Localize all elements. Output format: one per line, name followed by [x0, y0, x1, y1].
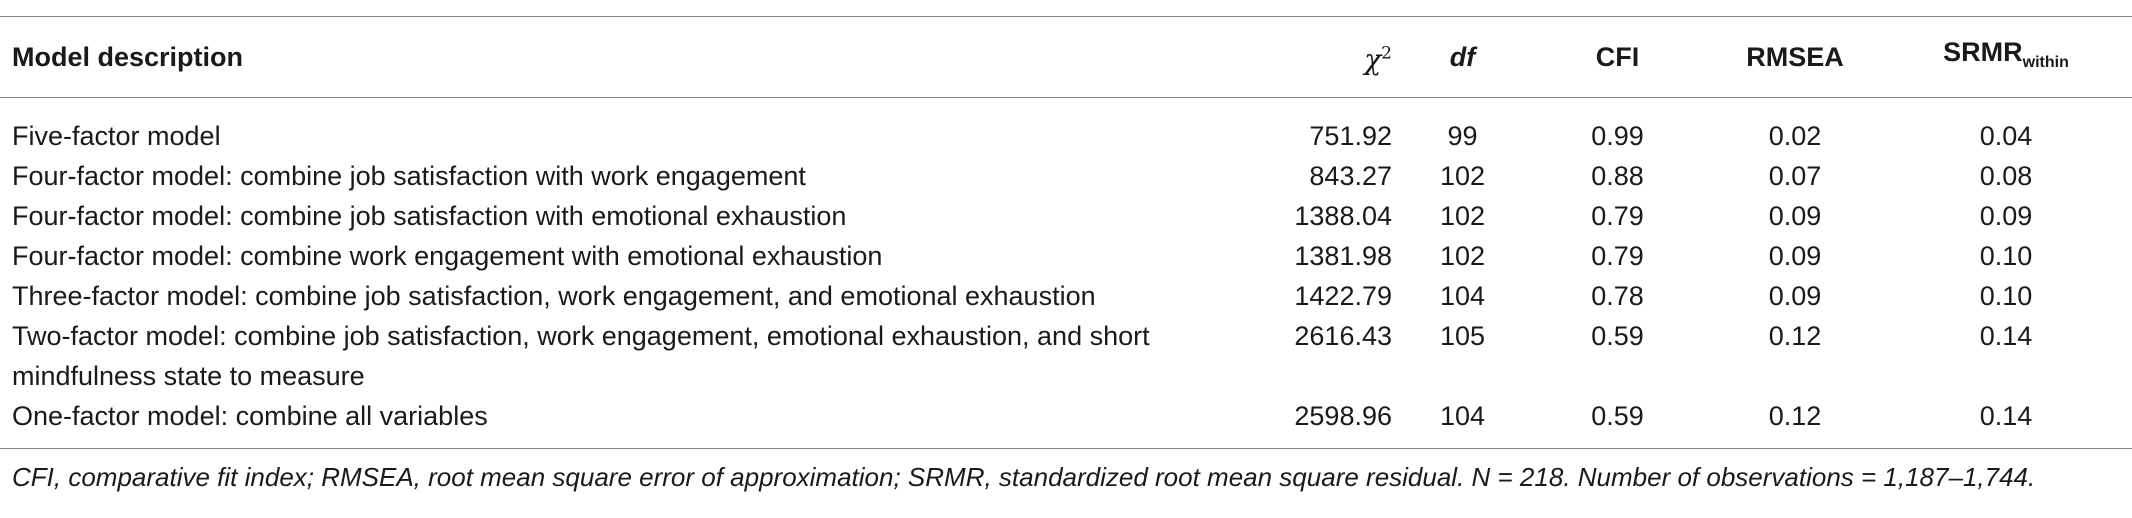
cell-df: 104: [1439, 401, 1486, 431]
cell-model-description: Two-factor model: combine job satisfacti…: [12, 321, 1150, 391]
fit-table: Model description χ2 df CFI RMSEA SRMRwi…: [0, 17, 2132, 448]
table-row: Five-factor model 751.92 99 0.99 0.02 0.04: [0, 98, 2132, 157]
cell-df: 105: [1439, 321, 1486, 351]
table-row: Two-factor model: combine job satisfacti…: [0, 316, 2132, 396]
table-row: Three-factor model: combine job satisfac…: [0, 276, 2132, 316]
cell-chi-square: 2616.43: [1294, 321, 1392, 351]
cell-df: 99: [1447, 121, 1478, 151]
cell-model-description: Four-factor model: combine work engageme…: [12, 241, 883, 271]
cell-srmr: 0.10: [1979, 281, 2033, 311]
cell-df: 102: [1439, 201, 1486, 231]
cell-srmr: 0.08: [1979, 161, 2033, 191]
header-df: df: [1400, 17, 1525, 98]
cell-chi-square: 1381.98: [1294, 241, 1392, 271]
cell-chi-square: 751.92: [1309, 121, 1392, 151]
cell-rmsea: 0.12: [1768, 321, 1822, 351]
header-model-description: Model description: [12, 42, 244, 72]
cell-model-description: Four-factor model: combine job satisfact…: [12, 161, 806, 191]
cell-srmr: 0.09: [1979, 201, 2033, 231]
cell-rmsea: 0.09: [1768, 241, 1822, 271]
cell-cfi: 0.59: [1591, 401, 1644, 431]
cell-cfi: 0.88: [1591, 161, 1644, 191]
cell-df: 102: [1439, 161, 1486, 191]
cell-srmr: 0.14: [1979, 321, 2033, 351]
cell-rmsea: 0.09: [1768, 281, 1822, 311]
cell-chi-square: 1388.04: [1294, 201, 1392, 231]
table-row: Four-factor model: combine job satisfact…: [0, 196, 2132, 236]
cell-rmsea: 0.12: [1768, 401, 1822, 431]
cell-rmsea: 0.02: [1768, 121, 1822, 151]
header-cfi: CFI: [1595, 42, 1640, 72]
cell-rmsea: 0.09: [1768, 201, 1822, 231]
cell-srmr: 0.14: [1979, 401, 2033, 431]
cell-cfi: 0.99: [1591, 121, 1644, 151]
top-rule: [0, 16, 2132, 17]
cell-cfi: 0.79: [1591, 201, 1644, 231]
cell-srmr: 0.04: [1979, 121, 2033, 151]
cell-model-description: One-factor model: combine all variables: [12, 401, 488, 431]
table-body: Five-factor model 751.92 99 0.99 0.02 0.04 Fou…: [0, 98, 2132, 449]
cell-model-description: Five-factor model: [12, 121, 221, 151]
header-chi-square: χ2: [1245, 17, 1400, 98]
srmr-subscript: within: [2022, 53, 2069, 71]
cell-df: 104: [1439, 281, 1486, 311]
df-label: df: [1449, 42, 1476, 72]
cell-srmr: 0.10: [1979, 241, 2033, 271]
cell-model-description: Four-factor model: combine job satisfact…: [12, 201, 847, 231]
header-srmr: SRMRwithin: [1880, 17, 2132, 98]
model-fit-table: Model description χ2 df CFI RMSEA SRMRwi…: [0, 16, 2132, 497]
header-row: Model description χ2 df CFI RMSEA SRMRwi…: [0, 17, 2132, 98]
header-rmsea: RMSEA: [1746, 42, 1844, 72]
chi-superscript: 2: [1381, 43, 1392, 64]
table-row: Four-factor model: combine job satisfact…: [0, 156, 2132, 196]
cell-cfi: 0.79: [1591, 241, 1644, 271]
cell-cfi: 0.59: [1591, 321, 1644, 351]
cell-chi-square: 2598.96: [1294, 401, 1392, 431]
cell-df: 102: [1439, 241, 1486, 271]
cell-chi-square: 843.27: [1309, 161, 1392, 191]
chi-symbol: χ: [1364, 43, 1382, 77]
table-row: One-factor model: combine all variables 2…: [0, 396, 2132, 448]
table-row: Four-factor model: combine work engageme…: [0, 236, 2132, 276]
cell-model-description: Three-factor model: combine job satisfac…: [12, 281, 1096, 311]
srmr-base: SRMR: [1943, 36, 2023, 67]
cell-chi-square: 1422.79: [1294, 281, 1392, 311]
cell-cfi: 0.78: [1591, 281, 1644, 311]
table-footnote: CFI, comparative fit index; RMSEA, root …: [0, 448, 2132, 497]
cell-rmsea: 0.07: [1768, 161, 1822, 191]
